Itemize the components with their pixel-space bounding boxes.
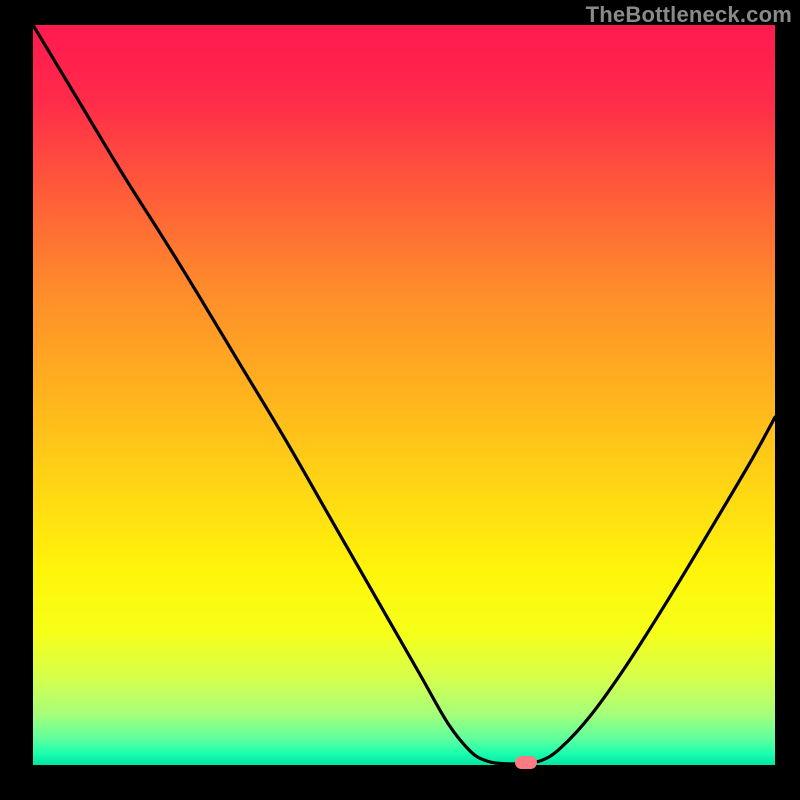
chart-container: TheBottleneck.com <box>0 0 800 800</box>
watermark-text: TheBottleneck.com <box>586 2 792 28</box>
optimal-point-marker <box>515 756 537 769</box>
plot-gradient-area <box>33 25 775 765</box>
